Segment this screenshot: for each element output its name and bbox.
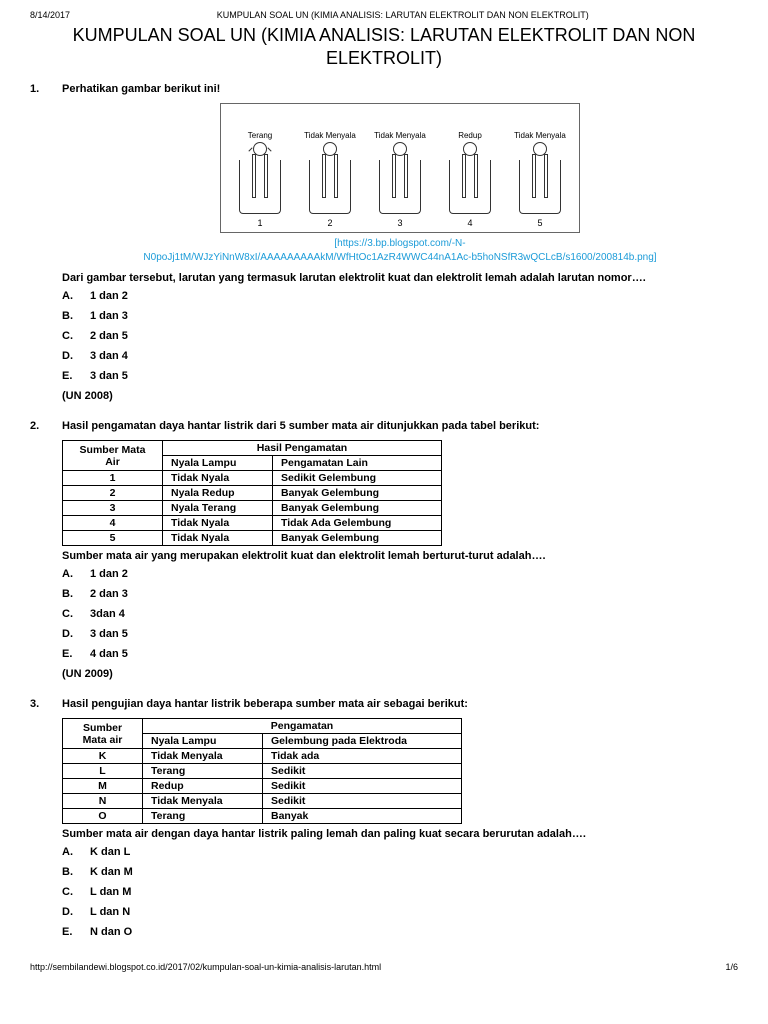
q2-opt-a: A.1 dan 2: [62, 568, 738, 580]
table-row: 2Nyala RedupBanyak Gelembung: [63, 486, 442, 501]
q3-opt-e: E.N dan O: [62, 926, 738, 938]
q2-text: Hasil pengamatan daya hantar listrik dar…: [62, 420, 738, 432]
table-row: 4Tidak NyalaTidak Ada Gelembung: [63, 516, 442, 531]
q2-opt-d: D.3 dan 5: [62, 628, 738, 640]
q3-opt-c: C.L dan M: [62, 886, 738, 898]
q1-opt-d: D.3 dan 4: [62, 350, 738, 362]
q3-subtext: Sumber mata air dengan daya hantar listr…: [62, 828, 738, 840]
q1-subtext: Dari gambar tersebut, larutan yang terma…: [62, 272, 738, 284]
q1-diagram: Terang 1 Tidak Menyala 2 Tidak Menyala 3: [220, 103, 580, 233]
table-row: 1Tidak NyalaSedikit Gelembung: [63, 471, 442, 486]
footer-page: 1/6: [725, 962, 738, 972]
q3-number: 3.: [30, 698, 48, 946]
q2-opt-b: B.2 dan 3: [62, 588, 738, 600]
q2-number: 2.: [30, 420, 48, 688]
header-date: 8/14/2017: [30, 10, 70, 20]
table-row: NTidak MenyalaSedikit: [63, 794, 462, 809]
table-row: KTidak MenyalaTidak ada: [63, 749, 462, 764]
table-row: 3Nyala TerangBanyak Gelembung: [63, 501, 442, 516]
q2-table: Sumber Mata Air Hasil Pengamatan Nyala L…: [62, 440, 442, 546]
q2-opt-e: E.4 dan 5: [62, 648, 738, 660]
q2-options: A.1 dan 2 B.2 dan 3 C.3dan 4 D.3 dan 5 E…: [62, 568, 738, 660]
footer-url: http://sembilandewi.blogspot.co.id/2017/…: [30, 962, 381, 972]
q3-opt-b: B.K dan M: [62, 866, 738, 878]
table-row: MRedupSedikit: [63, 779, 462, 794]
q3-text: Hasil pengujian daya hantar listrik bebe…: [62, 698, 738, 710]
table-row: OTerangBanyak: [63, 809, 462, 824]
q1-opt-b: B.1 dan 3: [62, 310, 738, 322]
page-title: KUMPULAN SOAL UN (KIMIA ANALISIS: LARUTA…: [30, 24, 738, 69]
page-footer: http://sembilandewi.blogspot.co.id/2017/…: [30, 962, 738, 972]
question-3: 3. Hasil pengujian daya hantar listrik b…: [30, 698, 738, 946]
q1-opt-c: C.2 dan 5: [62, 330, 738, 342]
q2-opt-c: C.3dan 4: [62, 608, 738, 620]
q2-source: (UN 2009): [62, 668, 738, 680]
header-title: KUMPULAN SOAL UN (KIMIA ANALISIS: LARUTA…: [217, 10, 589, 20]
q1-number: 1.: [30, 83, 48, 410]
table-row: LTerangSedikit: [63, 764, 462, 779]
q1-opt-a: A.1 dan 2: [62, 290, 738, 302]
q1-opt-e: E.3 dan 5: [62, 370, 738, 382]
question-2: 2. Hasil pengamatan daya hantar listrik …: [30, 420, 738, 688]
table-row: 5Tidak NyalaBanyak Gelembung: [63, 531, 442, 546]
page-header: 8/14/2017 KUMPULAN SOAL UN (KIMIA ANALIS…: [30, 10, 738, 20]
question-1: 1. Perhatikan gambar berikut ini! Terang…: [30, 83, 738, 410]
q1-options: A.1 dan 2 B.1 dan 3 C.2 dan 5 D.3 dan 4 …: [62, 290, 738, 382]
q1-source: (UN 2008): [62, 390, 738, 402]
q1-text: Perhatikan gambar berikut ini!: [62, 83, 738, 95]
q1-image-link[interactable]: [https://3.bp.blogspot.com/-N- N0poJj1tM…: [62, 237, 738, 264]
q2-subtext: Sumber mata air yang merupakan elektroli…: [62, 550, 738, 562]
q3-opt-a: A.K dan L: [62, 846, 738, 858]
q3-opt-d: D.L dan N: [62, 906, 738, 918]
q3-options: A.K dan L B.K dan M C.L dan M D.L dan N …: [62, 846, 738, 938]
q3-table: Sumber Mata air Pengamatan Nyala Lampu G…: [62, 718, 462, 824]
